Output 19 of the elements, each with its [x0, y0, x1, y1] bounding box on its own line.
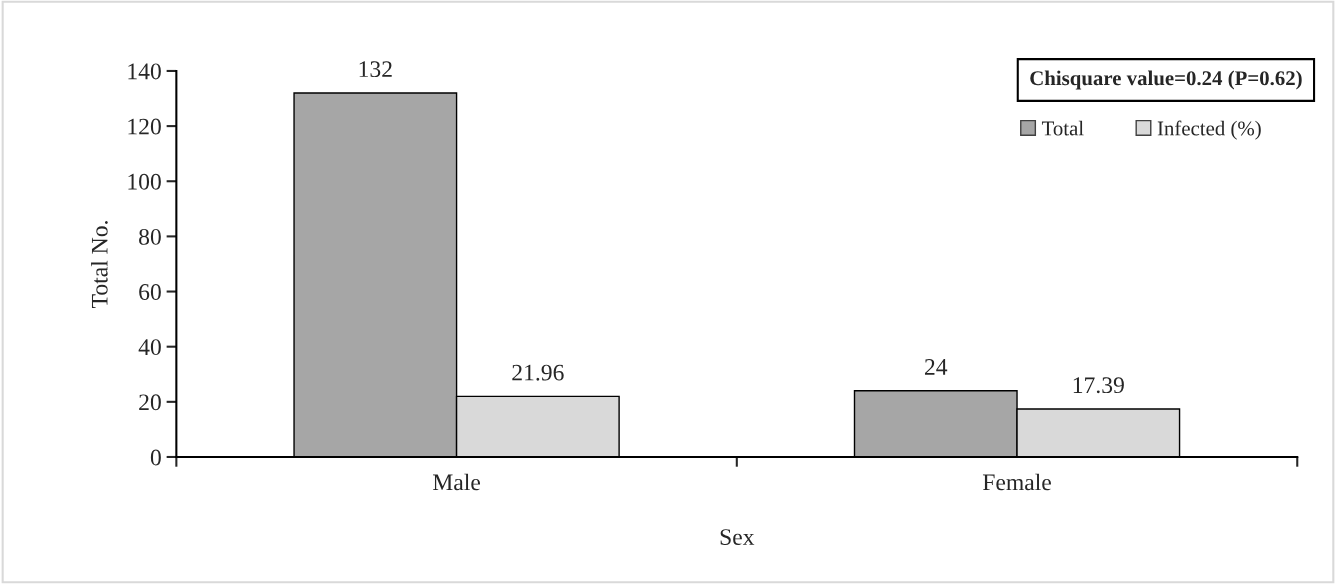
y-axis-title: Total No. — [91, 221, 108, 308]
data-label: 132 — [359, 61, 392, 78]
y-tick-label: 40 — [138, 339, 161, 356]
x-tick-label: Male — [433, 473, 481, 491]
y-tick-label: 0 — [150, 449, 161, 466]
y-tick-label: 20 — [139, 394, 161, 411]
y-tick-label: 140 — [128, 63, 161, 80]
y-tick-label: 100 — [128, 173, 161, 190]
y-tick-label: 80 — [139, 228, 161, 245]
y-tick-label: 120 — [128, 118, 161, 135]
data-label: 24 — [925, 359, 948, 375]
legend-label: Infected (%) — [1157, 120, 1261, 140]
y-tick-label: 60 — [139, 284, 161, 300]
data-label: 17.39 — [1073, 377, 1124, 394]
data-label: 21.96 — [512, 364, 564, 381]
annotation: Chisquare value=0.24 (P=0.62) — [1030, 70, 1302, 90]
x-tick-label: Female — [982, 473, 1051, 491]
legend-label: Total — [1041, 120, 1084, 136]
x-axis-title: Sex — [720, 529, 755, 546]
